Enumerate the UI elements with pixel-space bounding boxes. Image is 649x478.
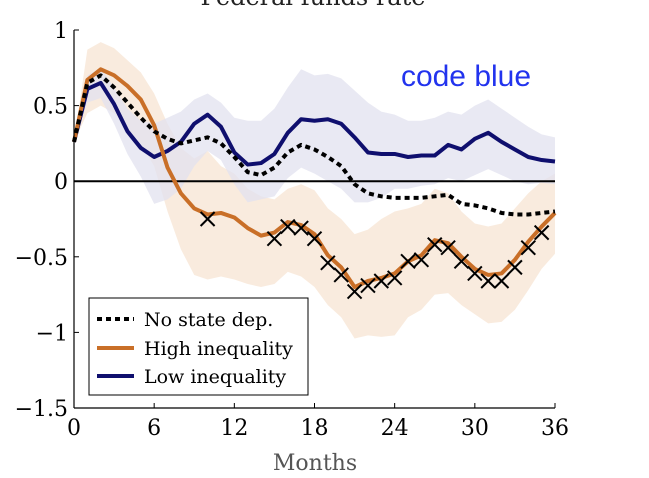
y-tick-label: 0 bbox=[54, 170, 68, 195]
marker-stroke bbox=[453, 253, 470, 270]
band-high-inequality bbox=[74, 42, 555, 339]
marker-stroke bbox=[293, 220, 309, 236]
marker-x bbox=[266, 230, 283, 247]
y-tick-label: 0.5 bbox=[33, 95, 68, 120]
marker-x bbox=[413, 252, 430, 268]
marker-stroke bbox=[199, 211, 216, 227]
marker-x bbox=[533, 224, 550, 241]
marker-x bbox=[480, 273, 496, 289]
x-tick-label: 36 bbox=[541, 416, 569, 441]
series-lines bbox=[72, 67, 557, 290]
series-no-state bbox=[72, 73, 556, 217]
marker-stroke bbox=[320, 255, 336, 271]
marker-x bbox=[520, 240, 536, 256]
marker-stroke bbox=[373, 273, 390, 289]
x-axis-label: Months bbox=[273, 451, 357, 476]
marker-stroke bbox=[360, 277, 376, 294]
marker-x bbox=[320, 255, 336, 271]
legend: No state dep. High inequality Low inequa… bbox=[88, 297, 309, 396]
series-low-inequality bbox=[72, 80, 556, 167]
marker-stroke bbox=[280, 218, 296, 235]
marker-x bbox=[467, 265, 483, 282]
marker-stroke bbox=[533, 224, 550, 241]
marker-x bbox=[280, 218, 296, 235]
confidence-bands bbox=[74, 42, 555, 339]
chart-title: Federal funds rate bbox=[201, 0, 426, 11]
y-tick-label: −1 bbox=[36, 321, 68, 346]
annotation-code-blue: code blue bbox=[401, 60, 531, 93]
marker-x bbox=[373, 273, 390, 289]
marker-x bbox=[199, 211, 216, 227]
x-tick-label: 30 bbox=[461, 416, 489, 441]
x-tick-label: 0 bbox=[67, 416, 81, 441]
x-tick-label: 12 bbox=[220, 416, 248, 441]
marker-x bbox=[360, 277, 376, 294]
marker-x bbox=[440, 240, 456, 256]
marker-x bbox=[427, 236, 443, 253]
marker-stroke bbox=[400, 253, 416, 270]
marker-stroke bbox=[493, 273, 510, 289]
y-tick-label: −1.5 bbox=[15, 397, 68, 422]
marker-x bbox=[400, 253, 416, 270]
x-tick-label: 24 bbox=[381, 416, 409, 441]
axes bbox=[73, 29, 556, 409]
marker-x bbox=[333, 267, 349, 283]
marker-x bbox=[493, 273, 510, 289]
y-tick-label: 1 bbox=[54, 19, 68, 44]
marker-stroke bbox=[507, 259, 523, 276]
marker-x bbox=[507, 259, 523, 276]
marker-x bbox=[386, 270, 403, 286]
marker-stroke bbox=[467, 265, 483, 282]
legend-label-no-state: No state dep. bbox=[144, 309, 273, 331]
marker-stroke bbox=[413, 252, 430, 268]
marker-stroke bbox=[333, 267, 349, 283]
marker-stroke bbox=[306, 230, 323, 247]
tick-labels: 0 6 12 18 24 30 36 −1.5 −1 −0.5 0 0.5 1 bbox=[15, 19, 569, 441]
marker-stroke bbox=[480, 273, 496, 289]
marker-x bbox=[306, 230, 323, 247]
x-tick-label: 6 bbox=[147, 416, 161, 441]
marker-stroke bbox=[386, 270, 403, 286]
marker-stroke bbox=[427, 236, 443, 253]
marker-stroke bbox=[520, 240, 536, 256]
marker-x bbox=[293, 220, 309, 236]
legend-label-low: Low inequality bbox=[144, 366, 286, 388]
x-tick-label: 18 bbox=[301, 416, 329, 441]
marker-stroke bbox=[346, 283, 363, 300]
marker-x bbox=[453, 253, 470, 270]
legend-label-high: High inequality bbox=[144, 338, 293, 360]
marker-x bbox=[346, 283, 363, 300]
marker-stroke bbox=[266, 230, 283, 247]
series-high-inequality bbox=[72, 67, 557, 290]
y-tick-label: −0.5 bbox=[15, 246, 68, 271]
band-low-inequality bbox=[74, 67, 555, 204]
significance-markers bbox=[199, 211, 550, 300]
marker-stroke bbox=[440, 240, 456, 256]
